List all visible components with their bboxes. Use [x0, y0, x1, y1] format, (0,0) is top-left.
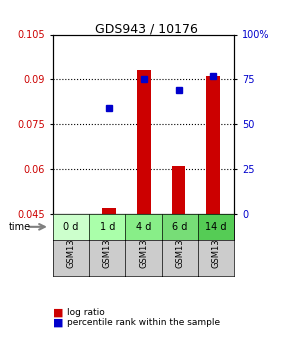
Bar — [207, 76, 220, 214]
Bar — [137, 70, 151, 214]
Text: log ratio: log ratio — [67, 308, 105, 317]
Text: percentile rank within the sample: percentile rank within the sample — [67, 318, 221, 327]
Bar — [171, 166, 185, 214]
Text: GDS943 / 10176: GDS943 / 10176 — [95, 22, 198, 36]
Text: 14 d: 14 d — [205, 222, 227, 232]
Text: time: time — [9, 222, 31, 232]
Text: GSM13757: GSM13757 — [103, 222, 112, 268]
Text: 0 d: 0 d — [63, 222, 79, 232]
Text: GSM13755: GSM13755 — [67, 222, 75, 268]
Text: ■: ■ — [53, 307, 63, 317]
Text: GSM13763: GSM13763 — [212, 222, 221, 268]
Text: GSM13759: GSM13759 — [139, 222, 148, 268]
Text: GSM13761: GSM13761 — [176, 222, 184, 268]
Text: ■: ■ — [53, 318, 63, 327]
Text: 6 d: 6 d — [172, 222, 188, 232]
Bar — [102, 208, 116, 214]
Text: 1 d: 1 d — [100, 222, 115, 232]
Text: 4 d: 4 d — [136, 222, 151, 232]
